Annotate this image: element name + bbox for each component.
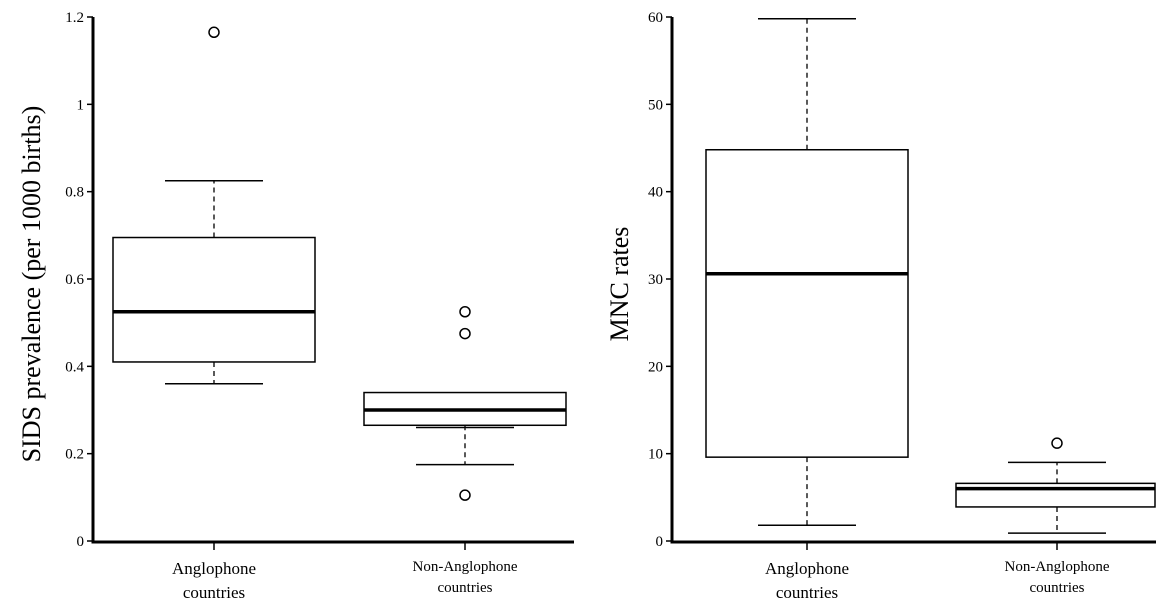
iqr-box bbox=[112, 236, 316, 363]
y-tick-label: 0.6 bbox=[65, 272, 84, 288]
y-axis-title: MNC rates bbox=[605, 227, 634, 342]
y-tick-label: 1.2 bbox=[65, 10, 84, 26]
category-label-line2: countries bbox=[438, 580, 493, 596]
y-tick-label: 30 bbox=[648, 272, 663, 288]
chart-panel-2: 0 10 20 30 40 50 60 MNC rates Anglophone countrie… bbox=[605, 10, 1156, 602]
box-group-1: Anglophone countries bbox=[705, 17, 909, 602]
box-group-2: Non-Anglophone countries bbox=[363, 306, 567, 596]
category-label-line2: countries bbox=[776, 583, 838, 602]
y-tick-label: 10 bbox=[648, 447, 663, 463]
y-tick-label: 50 bbox=[648, 97, 663, 113]
y-tick-label: 40 bbox=[648, 185, 663, 201]
y-tick-label: 60 bbox=[648, 10, 663, 26]
y-tick-label: 0.8 bbox=[65, 185, 84, 201]
y-tick-label: 0.2 bbox=[65, 447, 84, 463]
category-label-line2: countries bbox=[1030, 580, 1085, 596]
y-tick-label: 0 bbox=[77, 534, 85, 550]
outlier-point bbox=[208, 26, 220, 39]
box-group-2: Non-Anglophone countries bbox=[955, 437, 1156, 596]
outlier-point bbox=[459, 327, 471, 340]
chart-panel-1: 0 0.2 0.4 0.6 0.8 1 1.2 SIDS prevalence (per 10… bbox=[17, 10, 574, 602]
outlier-point bbox=[459, 489, 471, 501]
category-label-line1: Anglophone bbox=[172, 559, 256, 578]
outlier-point bbox=[1051, 437, 1063, 449]
iqr-box bbox=[705, 148, 909, 458]
outlier-point bbox=[459, 306, 471, 318]
y-tick-label: 20 bbox=[648, 359, 663, 375]
category-label-line1: Anglophone bbox=[765, 559, 849, 578]
category-label-line1: Non-Anglophone bbox=[413, 559, 518, 575]
box-group-1: Anglophone countries bbox=[112, 26, 316, 602]
y-tick-label: 1 bbox=[77, 97, 85, 113]
y-axis-title: SIDS prevalence (per 1000 births) bbox=[17, 106, 46, 463]
y-tick-label: 0 bbox=[656, 534, 664, 550]
category-label-line2: countries bbox=[183, 583, 245, 602]
category-label-line1: Non-Anglophone bbox=[1005, 559, 1110, 575]
y-tick-label: 0.4 bbox=[65, 359, 84, 375]
